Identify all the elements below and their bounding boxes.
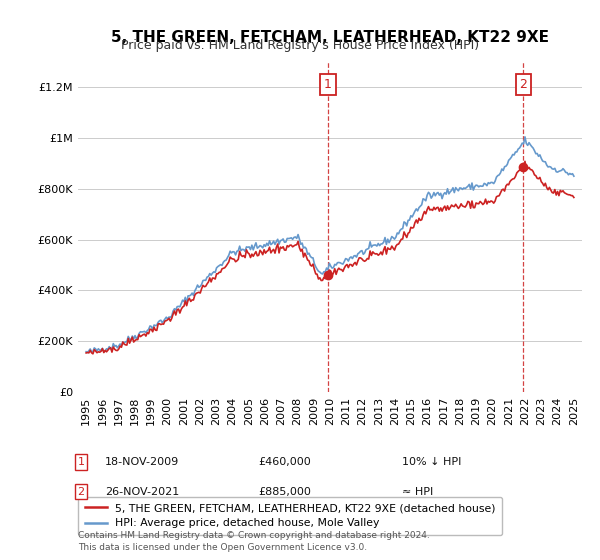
Text: Price paid vs. HM Land Registry's House Price Index (HPI): Price paid vs. HM Land Registry's House … bbox=[121, 39, 479, 52]
Text: 18-NOV-2009: 18-NOV-2009 bbox=[105, 457, 179, 467]
Text: 2: 2 bbox=[77, 487, 85, 497]
Text: £460,000: £460,000 bbox=[258, 457, 311, 467]
Text: ≈ HPI: ≈ HPI bbox=[402, 487, 433, 497]
Text: 1: 1 bbox=[324, 78, 332, 91]
Text: 26-NOV-2021: 26-NOV-2021 bbox=[105, 487, 179, 497]
Text: 10% ↓ HPI: 10% ↓ HPI bbox=[402, 457, 461, 467]
Text: £885,000: £885,000 bbox=[258, 487, 311, 497]
Text: 1: 1 bbox=[77, 457, 85, 467]
Text: 2: 2 bbox=[520, 78, 527, 91]
Title: 5, THE GREEN, FETCHAM, LEATHERHEAD, KT22 9XE: 5, THE GREEN, FETCHAM, LEATHERHEAD, KT22… bbox=[111, 30, 549, 45]
Legend: 5, THE GREEN, FETCHAM, LEATHERHEAD, KT22 9XE (detached house), HPI: Average pric: 5, THE GREEN, FETCHAM, LEATHERHEAD, KT22… bbox=[79, 497, 502, 535]
Text: Contains HM Land Registry data © Crown copyright and database right 2024.
This d: Contains HM Land Registry data © Crown c… bbox=[78, 531, 430, 552]
